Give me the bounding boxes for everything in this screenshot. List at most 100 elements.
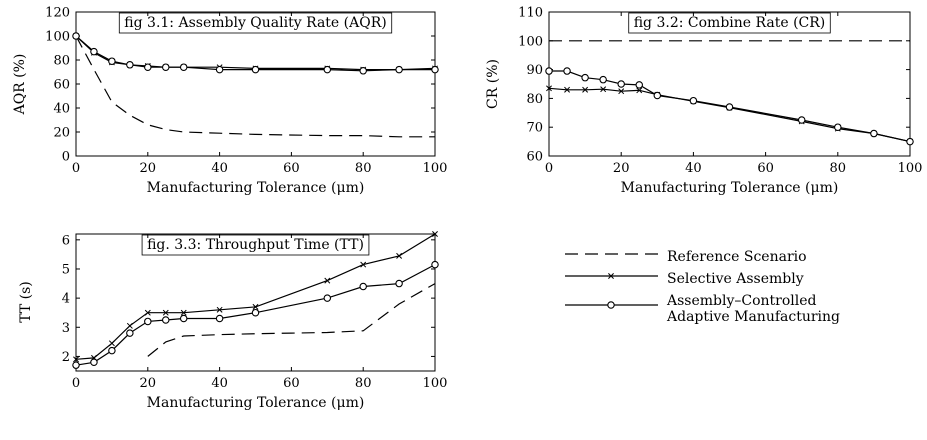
legend-sample-marker-1 (608, 273, 614, 279)
data-point (689, 96, 698, 105)
y-tick-label: 4 (62, 292, 70, 307)
series-0 (75, 35, 435, 138)
data-point (180, 309, 187, 316)
data-point (636, 87, 643, 94)
x-tick-label: 100 (423, 376, 448, 391)
chart-aqr-title: fig 3.1: Assembly Quality Rate (AQR) (124, 15, 386, 31)
y-tick-label: 100 (518, 34, 543, 49)
x-tick-label: 40 (211, 161, 228, 176)
data-point (431, 260, 439, 269)
data-point (432, 231, 438, 237)
chart-aqr-xlabel: Manufacturing Tolerance (μm) (147, 180, 365, 196)
data-point (162, 309, 169, 316)
data-point (72, 361, 80, 369)
plot-frame (548, 11, 911, 157)
data-point (72, 32, 80, 40)
chart-tt-ylabel: TT (s) (18, 281, 34, 323)
data-point (73, 356, 79, 363)
data-point (797, 116, 806, 124)
chart-title-box (118, 12, 393, 34)
y-tick-label: 110 (518, 6, 543, 21)
data-point (599, 75, 607, 84)
data-point-b (564, 86, 571, 93)
data-point-b (396, 252, 403, 259)
data-point (162, 316, 170, 324)
chart-aqr-ylabel: AQR (%) (12, 54, 28, 116)
data-point (108, 340, 115, 347)
data-point (563, 67, 571, 75)
chart-cr-xlabel: Manufacturing Tolerance (μm) (621, 180, 839, 196)
data-point (108, 57, 116, 65)
data-point-b (636, 87, 643, 94)
data-point (359, 67, 367, 75)
chart-cr-ylabel: CR (%) (485, 59, 501, 109)
chart-cr: CR (%) Manufacturing Tolerance (μm) 0 20 4… (485, 6, 922, 197)
x-tick-label: 40 (685, 161, 702, 176)
data-point (144, 309, 151, 316)
data-point-b (360, 261, 367, 268)
data-point (251, 65, 260, 74)
data-point (600, 86, 607, 93)
data-point (653, 91, 662, 100)
chart-tt-title: fig. 3.3: Throughput Time (TT) (147, 237, 364, 253)
y-tick-label: 20 (53, 126, 70, 141)
data-point (162, 63, 170, 71)
x-tick-label: 100 (898, 161, 923, 176)
x-tick-label: 0 (72, 161, 80, 176)
y-tick-label: 6 (62, 233, 70, 248)
data-point (870, 129, 878, 138)
chart-tt-xlabel: Manufacturing Tolerance (μm) (147, 395, 365, 411)
data-point (215, 314, 224, 323)
data-point (581, 73, 589, 82)
x-tick-label: 20 (140, 161, 157, 176)
data-point (360, 261, 367, 268)
series-1 (546, 85, 913, 145)
y-tick-label: 3 (62, 321, 70, 336)
legend-item-adaptive-label-line2: Adaptive Manufacturing (666, 309, 840, 325)
data-point (144, 63, 152, 71)
x-tick-label: 60 (757, 161, 774, 176)
legend-item-reference-label: Reference Scenario (667, 249, 807, 265)
data-point (323, 294, 332, 302)
x-tick-label: 0 (72, 376, 80, 391)
data-point-b (582, 86, 589, 93)
y-tick-label: 5 (62, 262, 70, 277)
y-tick-label: 2 (62, 350, 70, 365)
data-point (90, 47, 98, 56)
data-point-b (162, 309, 169, 316)
series-2 (545, 67, 914, 146)
series-line-0 (75, 35, 435, 138)
y-tick-label: 40 (53, 102, 70, 117)
y-tick-label: 80 (526, 92, 543, 107)
data-point-b (324, 277, 331, 284)
data-point (252, 303, 259, 310)
data-point (179, 314, 188, 323)
x-tick-label: 20 (613, 161, 630, 176)
data-point (108, 346, 116, 355)
y-tick-label: 80 (53, 54, 70, 69)
legend-item-adaptive-label-line1: Assembly–Controlled (666, 293, 817, 309)
data-point (545, 67, 553, 75)
data-point (906, 137, 914, 146)
chart-title-box (628, 12, 831, 34)
data-point (431, 65, 439, 74)
legend-sample-marker-2 (607, 301, 615, 309)
data-point-b (618, 88, 625, 95)
x-tick-label: 80 (355, 376, 372, 391)
data-point (324, 277, 331, 284)
data-point-b (252, 303, 259, 310)
data-point (546, 85, 552, 92)
y-tick-label: 100 (45, 30, 70, 45)
x-tick-label: 20 (140, 376, 157, 391)
chart-tt: TT (s) Manufacturing Tolerance (μm) 0 20 4… (18, 231, 447, 411)
data-point (582, 86, 589, 93)
data-point (395, 65, 403, 74)
plot-frame (75, 233, 436, 372)
series-0 (147, 283, 436, 357)
y-tick-label: 90 (526, 63, 543, 78)
legend: Reference Scenario Selective Assembly As… (565, 249, 840, 325)
chart-title-box (141, 234, 370, 256)
data-point (396, 252, 403, 259)
data-point (90, 358, 98, 367)
